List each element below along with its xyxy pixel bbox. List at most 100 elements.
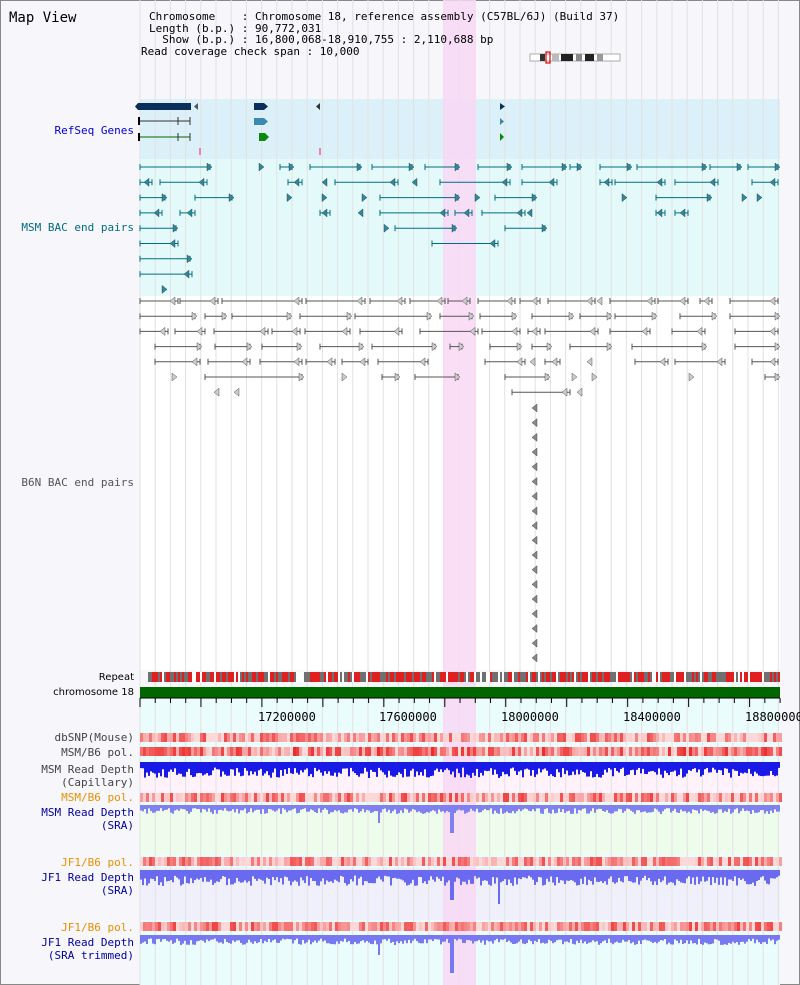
track-label-b6n-bac[interactable]: B6N BAC end pairs bbox=[21, 476, 134, 489]
depth-bar bbox=[232, 870, 234, 885]
heat-cell bbox=[278, 922, 281, 931]
heat-cell bbox=[476, 793, 479, 802]
track-label-refseq[interactable]: RefSeq Genes bbox=[54, 124, 134, 137]
depth-bar bbox=[384, 805, 386, 809]
depth-bar bbox=[590, 870, 592, 882]
heat-cell bbox=[338, 733, 341, 742]
depth-bar bbox=[176, 805, 178, 810]
info-chromosome: Chromosome : Chromosome 18, reference as… bbox=[149, 10, 620, 23]
depth-bar bbox=[632, 935, 634, 943]
heat-cell bbox=[230, 747, 233, 756]
heat-cell bbox=[293, 747, 296, 756]
depth-bar bbox=[458, 762, 460, 774]
depth-bar bbox=[372, 935, 374, 945]
heat-cell bbox=[668, 733, 671, 742]
depth-bar bbox=[376, 805, 378, 812]
repeat-block bbox=[752, 672, 754, 682]
depth-bar bbox=[630, 870, 632, 882]
jf1-b6-pol-heat-track bbox=[140, 857, 782, 866]
heat-cell bbox=[161, 747, 164, 756]
heat-cell bbox=[401, 922, 404, 931]
depth-bar bbox=[628, 870, 630, 881]
heat-cell bbox=[779, 747, 782, 756]
heat-cell bbox=[296, 922, 299, 931]
heat-cell bbox=[716, 922, 719, 931]
heat-cell bbox=[773, 733, 776, 742]
heat-cell bbox=[260, 857, 263, 866]
repeat-block bbox=[400, 672, 402, 682]
bac-end-marker bbox=[209, 296, 216, 306]
repeat-block bbox=[620, 672, 622, 682]
refseq-genes[interactable] bbox=[135, 103, 505, 155]
depth-bar bbox=[700, 935, 702, 945]
depth-bar bbox=[602, 870, 604, 884]
depth-bar bbox=[704, 805, 706, 810]
depth-bar bbox=[160, 870, 162, 883]
heat-cell bbox=[140, 922, 143, 931]
heat-cell bbox=[320, 747, 323, 756]
depth-bar bbox=[588, 805, 590, 814]
repeat-block bbox=[328, 672, 330, 682]
heat-cell bbox=[161, 922, 164, 931]
depth-bar bbox=[772, 935, 774, 940]
heat-cell bbox=[374, 733, 377, 742]
depth-bar bbox=[216, 805, 218, 814]
depth-bar bbox=[256, 805, 258, 810]
depth-bar bbox=[662, 762, 664, 778]
repeat-block bbox=[414, 672, 416, 682]
repeat-block bbox=[384, 672, 386, 682]
repeat-block bbox=[238, 672, 240, 682]
depth-bar bbox=[296, 805, 298, 814]
repeat-block bbox=[594, 672, 596, 682]
heat-cell bbox=[509, 747, 512, 756]
heat-cell bbox=[392, 857, 395, 866]
depth-bar bbox=[654, 935, 656, 942]
heat-cell bbox=[350, 733, 353, 742]
msm-bac-end-pairs[interactable] bbox=[139, 162, 781, 294]
depth-bar bbox=[462, 870, 464, 882]
heat-cell bbox=[206, 922, 209, 931]
depth-bar bbox=[228, 870, 230, 879]
depth-bar bbox=[750, 935, 752, 942]
depth-bar bbox=[622, 935, 624, 940]
heat-cell bbox=[242, 733, 245, 742]
depth-bar bbox=[450, 762, 452, 775]
heat-cell bbox=[536, 857, 539, 866]
depth-bar bbox=[474, 805, 476, 812]
depth-bar bbox=[470, 870, 472, 884]
depth-bar bbox=[416, 870, 418, 886]
depth-bar bbox=[370, 935, 372, 945]
heat-cell bbox=[596, 747, 599, 756]
track-label-msm-bac[interactable]: MSM BAC end pairs bbox=[21, 221, 134, 234]
depth-bar bbox=[580, 805, 582, 811]
repeat-block bbox=[326, 672, 328, 682]
bac-end-marker bbox=[389, 177, 396, 187]
heat-cell bbox=[299, 857, 302, 866]
heat-cell bbox=[371, 747, 374, 756]
bac-end-marker bbox=[656, 177, 663, 187]
depth-bar bbox=[350, 805, 352, 810]
heat-cell bbox=[224, 857, 227, 866]
repeat-block bbox=[680, 672, 682, 682]
depth-bar bbox=[672, 870, 674, 883]
depth-bar bbox=[418, 805, 420, 812]
depth-bar bbox=[216, 870, 218, 882]
b6n-bac-end-pairs[interactable] bbox=[139, 296, 781, 663]
depth-bar bbox=[160, 935, 162, 942]
selection-highlight[interactable] bbox=[443, 0, 476, 985]
depth-bar bbox=[600, 805, 602, 809]
repeat-block bbox=[370, 672, 372, 682]
bac-end-marker bbox=[321, 193, 328, 203]
depth-bar bbox=[588, 870, 590, 880]
depth-bar bbox=[354, 762, 356, 774]
depth-bar bbox=[568, 935, 570, 943]
depth-bar bbox=[774, 762, 776, 777]
repeat-block bbox=[324, 672, 326, 682]
heat-cell bbox=[341, 922, 344, 931]
depth-bar bbox=[400, 762, 402, 774]
depth-bar bbox=[482, 762, 484, 776]
heat-cell bbox=[608, 922, 611, 931]
heat-cell bbox=[152, 857, 155, 866]
depth-bar bbox=[316, 805, 318, 814]
bac-end-marker bbox=[531, 462, 538, 472]
